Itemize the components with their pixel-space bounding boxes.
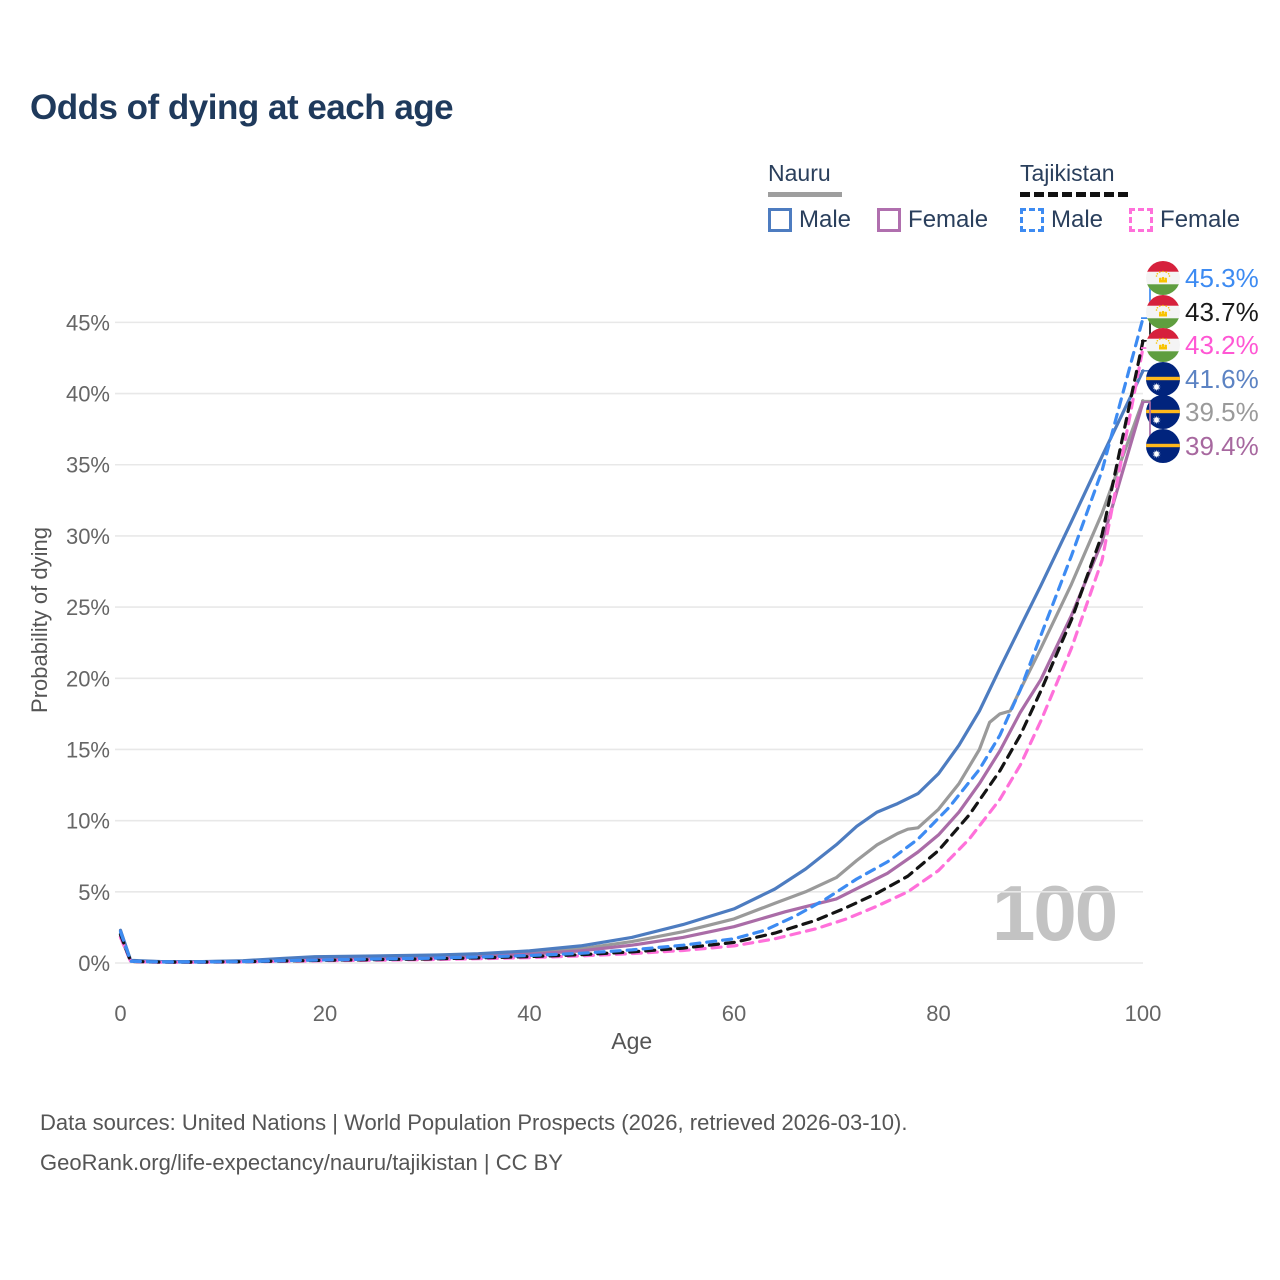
legend-item-nauru-male[interactable]: Male xyxy=(768,206,851,234)
tajikistan-female-swatch-icon xyxy=(1129,208,1154,232)
tajikistan-dashed-line-sample xyxy=(1020,192,1128,197)
legend-item-nauru-female[interactable]: Female xyxy=(877,206,988,234)
end-value-label-tajikistan-both-sexes: 43.7% xyxy=(1185,297,1259,327)
legend-group-tajikistan: Tajikistan Male Female xyxy=(1020,160,1240,234)
y-tick-label: 45% xyxy=(66,310,110,335)
x-tick-label: 40 xyxy=(517,1001,541,1026)
series-line-tajikistan-both-sexes xyxy=(118,339,1145,964)
y-tick-label: 20% xyxy=(66,666,110,691)
x-tick-label: 100 xyxy=(1125,1001,1162,1026)
y-tick-label: 40% xyxy=(66,382,110,407)
series-line-nauru-both-sexes xyxy=(118,399,1145,964)
y-tick-label: 0% xyxy=(78,951,110,976)
tajikistan-male-swatch-icon xyxy=(1020,208,1044,232)
y-tick-label: 10% xyxy=(66,809,110,834)
y-tick-label: 15% xyxy=(66,737,110,762)
nauru-flag-icon xyxy=(1146,395,1180,429)
nauru-male-swatch-icon xyxy=(768,208,792,232)
legend-country-tajikistan: Tajikistan xyxy=(1020,160,1115,186)
y-tick-label: 5% xyxy=(78,880,110,905)
series-line-nauru-male xyxy=(118,369,1145,964)
x-tick-label: 0 xyxy=(114,1001,126,1026)
y-tick-label: 30% xyxy=(66,524,110,549)
series-line-nauru-female xyxy=(118,400,1145,964)
y-tick-label: 25% xyxy=(66,595,110,620)
legend-item-tajikistan-female[interactable]: Female xyxy=(1129,206,1240,234)
series-line-tajikistan-male xyxy=(118,316,1145,964)
end-value-label-tajikistan-female: 43.2% xyxy=(1185,330,1259,360)
x-axis-title: Age xyxy=(611,1028,652,1054)
x-tick-label: 20 xyxy=(313,1001,337,1026)
end-value-label-nauru-both-sexes: 39.5% xyxy=(1185,397,1259,427)
legend-label: Male xyxy=(799,206,852,233)
chart-title: Odds of dying at each age xyxy=(30,88,454,127)
x-tick-label: 80 xyxy=(926,1001,950,1026)
y-axis-title: Probability of dying xyxy=(27,527,52,713)
nauru-female-swatch-icon xyxy=(877,208,902,232)
legend-label: Female xyxy=(1160,206,1241,233)
legend-country-nauru: Nauru xyxy=(768,160,831,186)
tajikistan-flag-icon xyxy=(1146,295,1180,329)
end-value-label-tajikistan-male: 45.3% xyxy=(1185,263,1259,293)
legend-item-tajikistan-male[interactable]: Male xyxy=(1020,206,1103,234)
end-value-label-nauru-female: 39.4% xyxy=(1185,431,1259,461)
watermark-age-100: 100 xyxy=(992,869,1118,957)
nauru-flag-icon xyxy=(1146,429,1180,463)
tajikistan-flag-icon xyxy=(1146,261,1180,295)
data-sources-text: Data sources: United Nations | World Pop… xyxy=(40,1110,908,1135)
y-tick-label: 35% xyxy=(66,453,110,478)
nauru-solid-line-sample xyxy=(768,192,842,197)
nauru-flag-icon xyxy=(1146,362,1180,396)
legend-label: Male xyxy=(1051,206,1104,233)
legend-group-nauru: Nauru Male Female xyxy=(768,160,988,234)
tajikistan-flag-icon xyxy=(1146,328,1180,362)
end-value-label-nauru-male: 41.6% xyxy=(1185,364,1259,394)
legend-label: Female xyxy=(908,206,989,233)
series-line-tajikistan-female xyxy=(118,346,1145,964)
x-tick-label: 60 xyxy=(722,1001,746,1026)
attribution-link-text: GeoRank.org/life-expectancy/nauru/tajiki… xyxy=(40,1150,563,1175)
